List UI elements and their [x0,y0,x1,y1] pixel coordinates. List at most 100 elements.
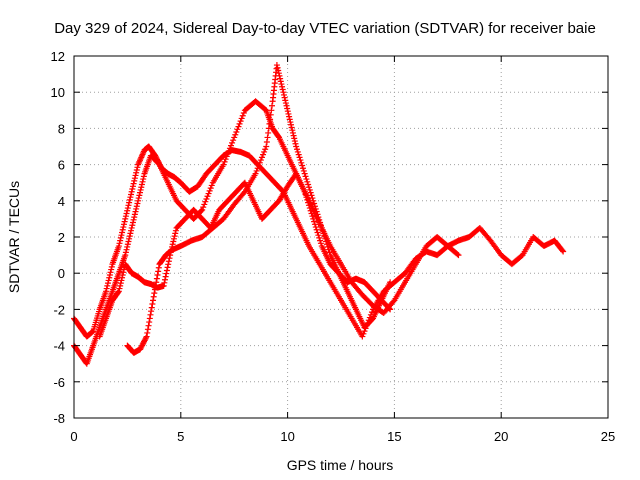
data-point [116,285,123,292]
data-point [204,193,211,200]
data-point [129,219,136,226]
data-point [221,158,228,165]
data-point [225,148,232,155]
data-point [290,132,297,139]
data-point [122,213,129,220]
data-point [279,86,286,93]
data-point [105,277,112,284]
data-point [267,111,274,118]
data-point [144,329,151,336]
data-point [321,233,328,240]
data-point [305,184,312,191]
data-point [165,261,172,268]
data-point [240,110,247,117]
data-point [227,142,234,149]
data-point [298,159,305,166]
data-point [146,319,153,326]
data-point [322,235,329,242]
data-point [154,272,161,279]
data-point [115,243,122,250]
data-point [167,249,174,256]
data-point [124,241,131,248]
y-tick-label: -6 [53,375,65,390]
data-point [137,186,144,193]
data-point [260,151,267,158]
data-point [288,121,295,128]
data-point [274,64,281,71]
series-track-a [71,143,567,340]
data-point [308,192,315,199]
data-point [279,83,286,90]
data-point [454,251,461,258]
y-tick-label: 0 [58,266,65,281]
data-point [206,187,213,194]
data-point [119,272,126,279]
data-point [203,195,210,202]
data-point [302,173,309,180]
data-point [126,235,133,242]
data-point [310,197,317,204]
data-point [104,282,111,289]
data-point [284,108,291,115]
data-point [119,274,126,281]
data-point [128,227,135,234]
y-tick-label: 4 [58,194,65,209]
x-axis-label: GPS time / hours [287,457,394,473]
data-point [131,177,138,184]
data-point [163,267,170,274]
grid [74,56,608,418]
data-point [170,238,177,245]
y-tick-label: -2 [53,302,65,317]
data-point [261,148,268,155]
data-point [296,154,303,161]
data-point [128,188,135,195]
data-point [559,247,566,254]
data-point [312,205,319,212]
data-point [262,146,269,153]
data-point [128,224,135,231]
data-point [277,75,284,82]
data-point [301,188,308,195]
data-point [106,274,113,281]
data-point [286,116,293,123]
data-point [289,129,296,136]
data-point [285,110,292,117]
data-point [145,322,152,329]
data-point [288,124,295,131]
data-point [268,107,275,114]
data-point [239,112,246,119]
data-point [121,218,128,225]
data-point [263,138,270,145]
data-point [130,216,137,223]
data-point [202,198,209,205]
data-point [291,138,298,145]
data-point [119,226,126,233]
data-point [220,161,227,168]
data-point [147,311,154,318]
data-point [143,333,150,340]
data-point [305,181,312,188]
data-point [120,269,127,276]
data-point [323,238,330,245]
data-point [120,224,127,231]
data-point [153,275,160,282]
data-point [308,210,315,217]
data-point [226,145,233,152]
data-point [275,70,282,77]
data-point [131,211,138,218]
data-point [273,62,280,69]
data-point [117,234,124,241]
data-point [104,280,111,287]
data-point [165,258,172,265]
data-point [133,203,140,210]
data-point [317,237,324,244]
data-point [312,224,319,231]
data-point [117,280,124,287]
data-point [149,300,156,307]
data-point [305,202,312,209]
data-point [205,190,212,197]
data-point [124,243,131,250]
data-point [315,232,322,239]
data-point [254,165,261,172]
